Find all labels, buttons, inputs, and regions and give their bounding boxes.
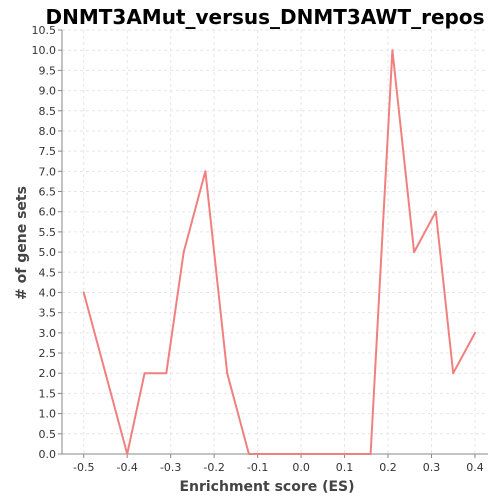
data-point	[391, 49, 394, 52]
axes	[61, 30, 488, 455]
data-point	[247, 453, 250, 455]
data-point	[308, 453, 311, 455]
data-point	[434, 210, 437, 213]
x-tick-label: -0.1	[247, 461, 268, 474]
y-axis-label: # of gene sets	[14, 186, 30, 300]
y-tick-label: 4.5	[39, 266, 57, 279]
grid	[62, 29, 488, 455]
y-tick-label: 9.5	[39, 64, 57, 77]
x-axis-ticks: -0.5 -0.4 -0.3 -0.2 -0.1 0.0 0.1 0.2 0.3 0.4	[73, 454, 484, 474]
data-point	[126, 453, 129, 455]
data-point	[413, 251, 416, 254]
y-tick-label: 0.5	[39, 428, 57, 441]
data-point	[182, 251, 185, 254]
data-point	[143, 372, 146, 375]
y-tick-label: 8.5	[39, 105, 57, 118]
data-point	[226, 372, 229, 375]
y-tick-label: 5.5	[39, 226, 57, 239]
y-tick-label: 10.0	[32, 44, 57, 57]
data-point	[330, 453, 333, 455]
x-tick-label: -0.5	[73, 461, 94, 474]
y-tick-label: 0.0	[39, 448, 57, 461]
chart-title: DNMT3AMut_versus_DNMT3AWT_repos	[46, 5, 485, 29]
data-point	[82, 291, 85, 294]
y-tick-label: 10.5	[32, 24, 57, 37]
x-tick-label: -0.4	[116, 461, 137, 474]
y-tick-label: 4.0	[39, 286, 57, 299]
data-point	[473, 331, 476, 334]
y-tick-label: 5.0	[39, 246, 57, 259]
y-tick-label: 1.0	[39, 408, 57, 421]
y-tick-label: 7.0	[39, 165, 57, 178]
data-point	[347, 453, 350, 455]
x-tick-label: -0.3	[160, 461, 181, 474]
data-point	[369, 453, 372, 455]
data-point	[287, 453, 290, 455]
series-line	[82, 49, 476, 455]
x-axis-label: Enrichment score (ES)	[179, 479, 354, 495]
y-tick-label: 1.5	[39, 387, 57, 400]
y-tick-label: 2.0	[39, 367, 57, 380]
x-tick-label: -0.2	[203, 461, 224, 474]
series-layer	[82, 49, 476, 455]
y-axis-ticks: 0.0 0.5 1.0 1.5 2.0 2.5 3.0 3.5 4.0 4.5 5.0 5.5 6.0 6…	[32, 24, 62, 461]
y-tick-label: 8.0	[39, 125, 57, 138]
data-point	[452, 372, 455, 375]
data-point	[204, 170, 207, 173]
data-point	[265, 453, 268, 455]
x-tick-label: 0.3	[423, 461, 441, 474]
x-tick-label: 0.2	[379, 461, 397, 474]
y-tick-label: 6.5	[39, 186, 57, 199]
x-tick-label: 0.1	[336, 461, 354, 474]
y-tick-label: 3.5	[39, 307, 57, 320]
x-tick-label: 0.0	[292, 461, 310, 474]
data-point	[165, 372, 168, 375]
x-tick-label: 0.4	[466, 461, 484, 474]
y-tick-label: 9.0	[39, 85, 57, 98]
y-tick-label: 2.5	[39, 347, 57, 360]
y-tick-label: 7.5	[39, 145, 57, 158]
y-tick-label: 3.0	[39, 327, 57, 340]
data-point	[104, 372, 107, 375]
y-tick-label: 6.0	[39, 206, 57, 219]
